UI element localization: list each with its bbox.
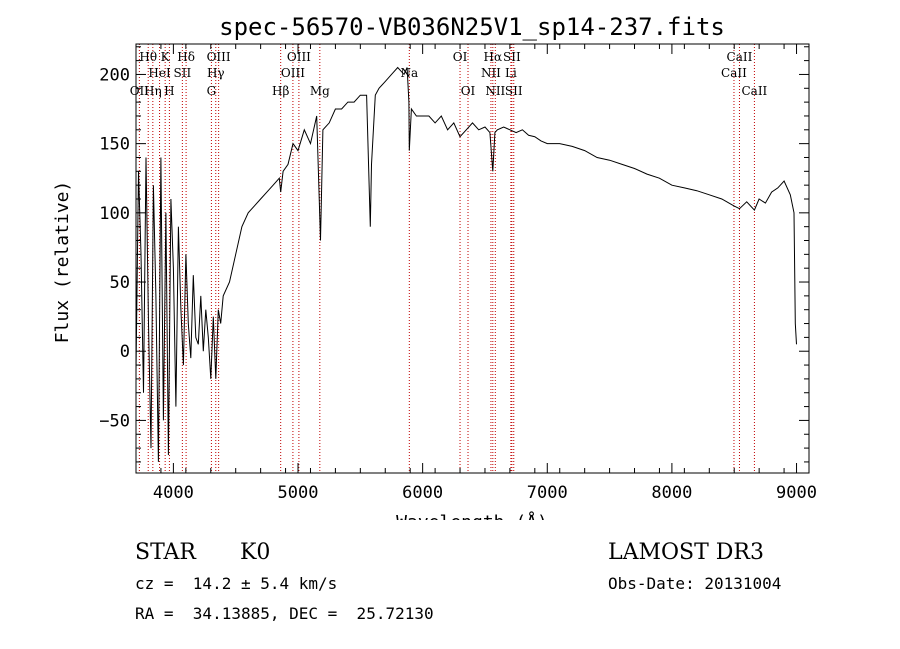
spectral-line-label: SII [505, 84, 523, 98]
spectral-line-label: SII [503, 50, 521, 64]
y-axis-label: Flux (relative) [52, 181, 73, 344]
spectral-line-label: SII [174, 66, 192, 80]
spectral-line-label: OI [453, 50, 468, 64]
spectral-line-label: OIII [287, 50, 311, 64]
spectral-line-label: Hη [144, 84, 162, 98]
chart-title: spec-56570-VB036N25V1_sp14-237.fits [219, 13, 725, 41]
spectrum-chart: spec-56570-VB036N25V1_sp14-237.fits Hθ OI… [52, 13, 817, 520]
object-subclass: K0 [240, 540, 271, 565]
spectral-line-label: OI [461, 84, 476, 98]
y-tick-label: 200 [99, 65, 130, 85]
spectral-line-label: Hα [484, 50, 503, 64]
spectral-line-label: CaII [727, 50, 753, 64]
survey-name: LAMOST DR3 [608, 540, 764, 565]
x-tick-label: 7000 [527, 483, 568, 503]
spectral-line-label: OII [130, 84, 150, 98]
redshift-value: cz = 14.2 ± 5.4 km/s [135, 574, 338, 593]
spectral-line-label: Hγ [207, 66, 225, 80]
y-tick-label: −50 [99, 411, 130, 431]
x-tick-label: 8000 [651, 483, 692, 503]
spectral-line-label: OIII [281, 66, 305, 80]
x-axis-label: Wavelength (Å) [396, 511, 548, 520]
plot-frame [135, 43, 810, 474]
y-tick-label: 50 [110, 273, 130, 293]
x-tick-label: 6000 [402, 483, 443, 503]
spectral-line-label: G [207, 84, 217, 98]
spectral-line-label: Li [505, 66, 517, 80]
spectral-line-label: CaII [721, 66, 747, 80]
x-tick-label: 5000 [278, 483, 319, 503]
y-axis-ticks: −50 0 50 100 150 200 [99, 46, 809, 463]
spectral-line-label: NII [481, 66, 501, 80]
observation-date: Obs-Date: 20131004 [608, 574, 782, 593]
x-tick-label: 9000 [776, 483, 817, 503]
x-axis-ticks: 4000 5000 6000 7000 8000 9000 [135, 44, 817, 503]
coordinates: RA = 34.13885, DEC = 25.72130 [135, 604, 434, 623]
spectral-line-label: K [161, 50, 171, 64]
object-class: STAR [135, 540, 196, 565]
y-tick-label: 0 [120, 342, 130, 362]
spectral-line-label: Hθ [139, 50, 157, 64]
spectral-line-label: NII [485, 84, 505, 98]
spectral-line-label: Hδ [177, 50, 195, 64]
y-tick-label: 150 [99, 135, 130, 155]
flux-series-line [135, 66, 797, 462]
spectral-line-label: Na [400, 66, 418, 80]
spectral-line-label: OIII [207, 50, 231, 64]
spectral-line-label: H [164, 84, 174, 98]
x-tick-label: 4000 [153, 483, 194, 503]
spectral-line-markers [138, 44, 755, 473]
spectral-line-label: HeI [148, 66, 171, 80]
y-tick-label: 100 [99, 204, 130, 224]
spectral-line-label: Hβ [272, 84, 289, 98]
spectral-line-label: CaII [741, 84, 767, 98]
spectral-line-label: Mg [310, 84, 330, 98]
